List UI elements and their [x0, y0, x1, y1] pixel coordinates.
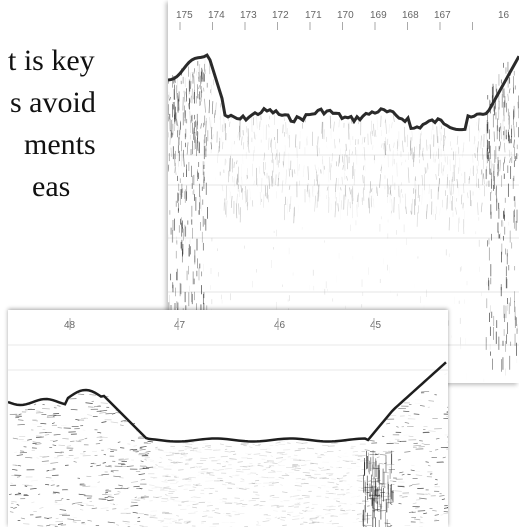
tick-label: 174 [208, 10, 225, 21]
text-line: t is key [8, 44, 95, 77]
tick-label: 175 [176, 10, 193, 21]
seismic-reflection-graphic [8, 318, 448, 527]
tick-label: 171 [305, 10, 322, 21]
tick-label: 169 [370, 10, 387, 21]
tick-label: 46 [274, 320, 286, 331]
text-line: ments [24, 128, 96, 161]
tick-label: 16 [498, 10, 510, 21]
tick-label: 167 [434, 10, 451, 21]
tick-label: 47 [174, 320, 186, 331]
tick-label: 170 [337, 10, 354, 21]
tick-label: 45 [370, 320, 382, 331]
text-line: eas [32, 170, 71, 203]
tick-label: 173 [240, 10, 257, 21]
text-line: s avoid [10, 86, 96, 119]
slide-body-text: t is key s avoid ments eas [0, 40, 96, 208]
seismic-profile-image-bottom: 48 47 46 45 [8, 310, 448, 527]
tick-label: 172 [272, 10, 289, 21]
seismic-reflection-graphic [168, 22, 519, 383]
tick-label: 168 [402, 10, 419, 21]
